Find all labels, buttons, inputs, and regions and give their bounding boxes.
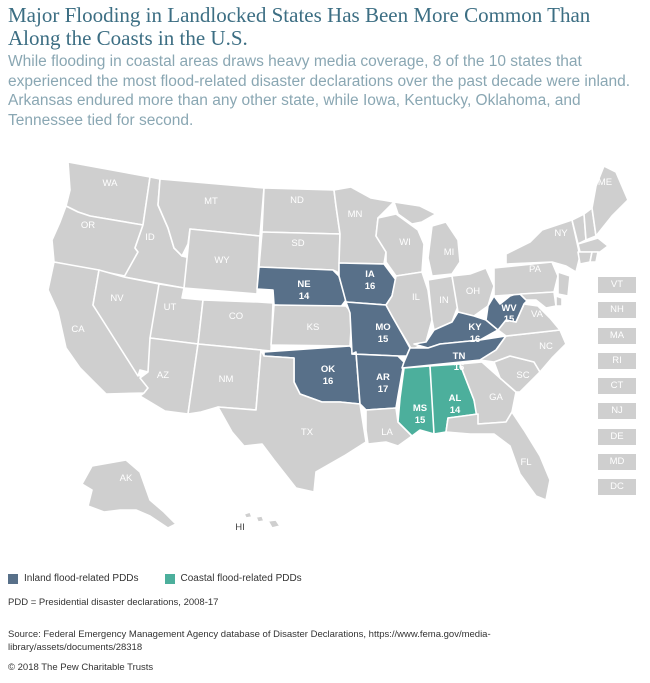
small-state-de[interactable]: DE (598, 428, 636, 445)
label-oh: OH (466, 286, 480, 297)
label-sc: SC (516, 370, 529, 381)
state-pa[interactable] (493, 261, 559, 297)
label-nv: NV (110, 293, 124, 304)
state-hi[interactable] (243, 511, 281, 529)
label-va: VA (531, 309, 544, 320)
legend-item-coastal: Coastal flood-related PDDs (164, 573, 302, 584)
label-ar: AR (376, 372, 390, 383)
label-ca: CA (71, 324, 85, 335)
state-la[interactable] (365, 407, 413, 447)
label-ks: KS (307, 322, 320, 333)
small-state-ct[interactable]: CT (598, 378, 636, 395)
state-ut[interactable] (149, 283, 204, 345)
label-ak: AK (120, 473, 133, 484)
legend-item-inland: Inland flood-related PDDs (8, 573, 139, 584)
us-map: WA OR CA ID NV MT WY UT AZ CO NM ND SD N… (47, 161, 629, 533)
state-tx[interactable] (217, 349, 367, 493)
state-ak[interactable] (81, 459, 177, 529)
label-hi: HI (235, 522, 245, 533)
label-pa: PA (529, 264, 542, 275)
source: Source: Federal Emergency Management Age… (8, 629, 491, 653)
label-nd: ND (290, 195, 304, 206)
value-al: 14 (450, 405, 461, 416)
state-me[interactable] (591, 165, 629, 237)
label-id: ID (145, 232, 155, 243)
value-ne: 14 (299, 291, 310, 302)
legend: Inland flood-related PDDs Coastal flood-… (8, 573, 302, 584)
state-sd[interactable] (258, 231, 341, 274)
state-ma[interactable] (577, 237, 609, 253)
small-state-vt[interactable]: VT (598, 277, 636, 293)
label-sd: SD (291, 238, 304, 249)
state-nv[interactable] (92, 269, 160, 377)
state-md[interactable] (519, 291, 557, 309)
label-ok: OK (321, 364, 335, 375)
value-tn: 16 (454, 362, 465, 373)
label-fl: FL (520, 457, 531, 468)
state-ri[interactable] (589, 251, 599, 263)
label-mt: MT (204, 196, 218, 207)
state-nc[interactable] (479, 329, 567, 373)
value-ia: 16 (365, 281, 376, 292)
small-state-ma[interactable]: MA (598, 327, 636, 344)
small-state-ri[interactable]: RI (598, 352, 636, 369)
label-mo: MO (375, 322, 390, 333)
legend-coastal-label: Coastal flood-related PDDs (180, 573, 302, 584)
small-states-list: VT NH MA RI CT NJ DE MD DC (598, 277, 638, 505)
coastal-swatch (164, 573, 175, 584)
value-ok: 16 (323, 376, 334, 387)
label-me: ME (598, 177, 612, 188)
label-co: CO (229, 311, 243, 322)
value-ar: 17 (378, 384, 389, 395)
state-mi[interactable] (393, 201, 461, 277)
state-nj[interactable] (557, 271, 571, 297)
label-ms: MS (413, 403, 427, 414)
small-state-dc[interactable]: DC (598, 479, 636, 496)
label-wi: WI (399, 237, 411, 248)
value-mo: 15 (378, 334, 389, 345)
state-mt[interactable] (157, 178, 265, 257)
label-wa: WA (103, 178, 119, 189)
label-in: IN (439, 295, 449, 306)
state-co[interactable] (197, 299, 274, 352)
label-ia: IA (365, 269, 375, 280)
label-la: LA (381, 427, 393, 438)
label-ky: KY (468, 322, 482, 333)
small-state-nh[interactable]: NH (598, 302, 636, 319)
state-wy[interactable] (183, 228, 261, 295)
label-wy: WY (214, 255, 230, 266)
state-de[interactable] (555, 295, 563, 307)
state-fl[interactable] (445, 411, 551, 501)
label-ga: GA (489, 392, 503, 403)
label-ne: NE (297, 279, 310, 290)
label-ny: NY (554, 228, 568, 239)
label-tn: TN (453, 351, 466, 362)
label-az: AZ (157, 370, 169, 381)
label-wv: WV (501, 303, 517, 314)
small-state-nj[interactable]: NJ (598, 403, 636, 420)
label-al: AL (449, 393, 462, 404)
small-state-md[interactable]: MD (598, 454, 636, 471)
label-nc: NC (539, 341, 553, 352)
inland-swatch (8, 573, 18, 584)
label-mi: MI (444, 247, 455, 258)
label-il: IL (412, 292, 420, 303)
label-ut: UT (164, 302, 177, 313)
value-ms: 15 (415, 415, 426, 426)
copyright: © 2018 The Pew Charitable Trusts (8, 662, 154, 673)
label-or: OR (81, 220, 95, 231)
value-wv: 15 (504, 314, 515, 325)
label-mn: MN (348, 209, 363, 220)
label-tx: TX (301, 427, 314, 438)
value-ky: 16 (470, 334, 481, 345)
chart-title: Major Flooding in Landlocked States Has … (8, 3, 591, 50)
state-ny[interactable] (505, 219, 581, 273)
legend-inland-label: Inland flood-related PDDs (24, 573, 139, 584)
chart-subtitle: While flooding in coastal areas draws he… (8, 53, 631, 129)
label-nm: NM (219, 374, 234, 385)
note: PDD = Presidential disaster declarations… (8, 597, 219, 608)
